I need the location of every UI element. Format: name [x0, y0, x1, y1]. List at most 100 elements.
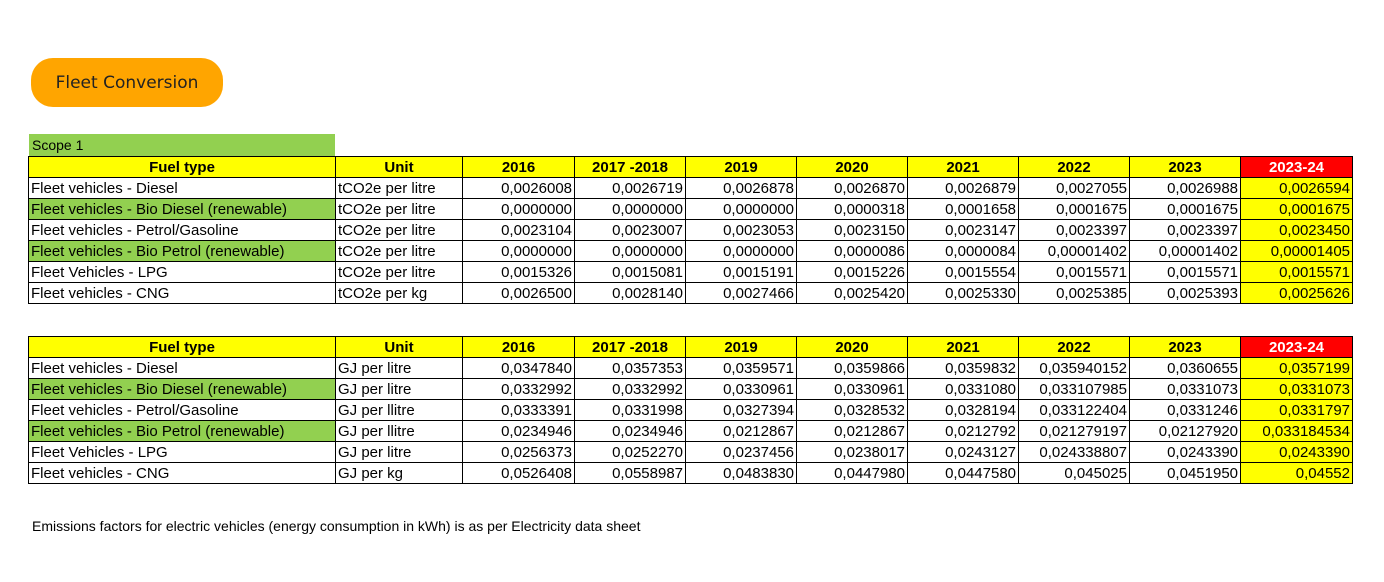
value-cell[interactable]: 0,0357199 — [1240, 357, 1353, 379]
value-cell[interactable]: 0,0000000 — [574, 240, 686, 262]
value-cell[interactable]: 0,0023104 — [462, 219, 575, 241]
value-cell[interactable]: 0,00001402 — [1018, 240, 1130, 262]
value-cell[interactable]: 0,0025385 — [1018, 282, 1130, 304]
value-cell[interactable]: 0,0026008 — [462, 177, 575, 199]
value-cell[interactable]: 0,0023147 — [907, 219, 1019, 241]
value-cell[interactable]: 0,0015571 — [1240, 261, 1353, 283]
value-cell[interactable]: 0,0000084 — [907, 240, 1019, 262]
value-cell[interactable]: 0,00001405 — [1240, 240, 1353, 262]
value-cell[interactable]: 0,0328194 — [907, 399, 1019, 421]
value-cell[interactable]: 0,0023150 — [796, 219, 908, 241]
value-cell[interactable]: 0,0001658 — [907, 198, 1019, 220]
value-cell[interactable]: 0,033107985 — [1018, 378, 1130, 400]
fuel-type-cell[interactable]: Fleet Vehicles - LPG — [28, 441, 336, 463]
value-cell[interactable]: 0,0526408 — [462, 462, 575, 484]
value-cell[interactable]: 0,045025 — [1018, 462, 1130, 484]
value-cell[interactable]: 0,024338807 — [1018, 441, 1130, 463]
unit-cell[interactable]: tCO2e per litre — [335, 177, 463, 199]
value-cell[interactable]: 0,0026879 — [907, 177, 1019, 199]
value-cell[interactable]: 0,0027466 — [685, 282, 797, 304]
value-cell[interactable]: 0,00001402 — [1129, 240, 1241, 262]
value-cell[interactable]: 0,0558987 — [574, 462, 686, 484]
value-cell[interactable]: 0,0238017 — [796, 441, 908, 463]
value-cell[interactable]: 0,0237456 — [685, 441, 797, 463]
value-cell[interactable]: 0,0023397 — [1129, 219, 1241, 241]
value-cell[interactable]: 0,0330961 — [685, 378, 797, 400]
unit-cell[interactable]: GJ per litre — [335, 357, 463, 379]
value-cell[interactable]: 0,0333391 — [462, 399, 575, 421]
value-cell[interactable]: 0,0331080 — [907, 378, 1019, 400]
unit-cell[interactable]: GJ per llitre — [335, 420, 463, 442]
value-cell[interactable]: 0,0023007 — [574, 219, 686, 241]
value-cell[interactable]: 0,0359832 — [907, 357, 1019, 379]
value-cell[interactable]: 0,0015191 — [685, 261, 797, 283]
value-cell[interactable]: 0,0212867 — [796, 420, 908, 442]
value-cell[interactable]: 0,0451950 — [1129, 462, 1241, 484]
value-cell[interactable]: 0,0023450 — [1240, 219, 1353, 241]
value-cell[interactable]: 0,0000318 — [796, 198, 908, 220]
value-cell[interactable]: 0,0331073 — [1129, 378, 1241, 400]
value-cell[interactable]: 0,0027055 — [1018, 177, 1130, 199]
value-cell[interactable]: 0,0483830 — [685, 462, 797, 484]
value-cell[interactable]: 0,0332992 — [462, 378, 575, 400]
value-cell[interactable]: 0,0015554 — [907, 261, 1019, 283]
value-cell[interactable]: 0,0025626 — [1240, 282, 1353, 304]
value-cell[interactable]: 0,0026878 — [685, 177, 797, 199]
value-cell[interactable]: 0,0327394 — [685, 399, 797, 421]
fuel-type-cell[interactable]: Fleet vehicles - Petrol/Gasoline — [28, 219, 336, 241]
value-cell[interactable]: 0,035940152 — [1018, 357, 1130, 379]
value-cell[interactable]: 0,033122404 — [1018, 399, 1130, 421]
value-cell[interactable]: 0,0243390 — [1129, 441, 1241, 463]
value-cell[interactable]: 0,0359571 — [685, 357, 797, 379]
value-cell[interactable]: 0,0025393 — [1129, 282, 1241, 304]
value-cell[interactable]: 0,0025330 — [907, 282, 1019, 304]
unit-cell[interactable]: tCO2e per litre — [335, 261, 463, 283]
value-cell[interactable]: 0,0000000 — [685, 198, 797, 220]
unit-cell[interactable]: GJ per litre — [335, 378, 463, 400]
value-cell[interactable]: 0,0015081 — [574, 261, 686, 283]
fleet-conversion-button[interactable]: Fleet Conversion — [31, 58, 223, 107]
value-cell[interactable]: 0,04552 — [1240, 462, 1353, 484]
value-cell[interactable]: 0,0000000 — [574, 198, 686, 220]
value-cell[interactable]: 0,0360655 — [1129, 357, 1241, 379]
unit-cell[interactable]: GJ per kg — [335, 462, 463, 484]
value-cell[interactable]: 0,0000000 — [685, 240, 797, 262]
value-cell[interactable]: 0,0357353 — [574, 357, 686, 379]
value-cell[interactable]: 0,0000086 — [796, 240, 908, 262]
fuel-type-cell[interactable]: Fleet vehicles - CNG — [28, 282, 336, 304]
value-cell[interactable]: 0,0332992 — [574, 378, 686, 400]
value-cell[interactable]: 0,0015226 — [796, 261, 908, 283]
value-cell[interactable]: 0,0026719 — [574, 177, 686, 199]
value-cell[interactable]: 0,0256373 — [462, 441, 575, 463]
value-cell[interactable]: 0,0331073 — [1240, 378, 1353, 400]
value-cell[interactable]: 0,0331998 — [574, 399, 686, 421]
value-cell[interactable]: 0,0000000 — [462, 198, 575, 220]
unit-cell[interactable]: GJ per litre — [335, 441, 463, 463]
value-cell[interactable]: 0,0330961 — [796, 378, 908, 400]
fuel-type-cell[interactable]: Fleet vehicles - Bio Petrol (renewable) — [28, 420, 336, 442]
value-cell[interactable]: 0,0001675 — [1018, 198, 1130, 220]
value-cell[interactable]: 0,0331246 — [1129, 399, 1241, 421]
value-cell[interactable]: 0,021279197 — [1018, 420, 1130, 442]
value-cell[interactable]: 0,0212867 — [685, 420, 797, 442]
unit-cell[interactable]: tCO2e per kg — [335, 282, 463, 304]
fuel-type-cell[interactable]: Fleet vehicles - Diesel — [28, 177, 336, 199]
fuel-type-cell[interactable]: Fleet vehicles - Bio Petrol (renewable) — [28, 240, 336, 262]
value-cell[interactable]: 0,0447580 — [907, 462, 1019, 484]
unit-cell[interactable]: tCO2e per litre — [335, 240, 463, 262]
value-cell[interactable]: 0,0026988 — [1129, 177, 1241, 199]
value-cell[interactable]: 0,0026594 — [1240, 177, 1353, 199]
fuel-type-cell[interactable]: Fleet vehicles - CNG — [28, 462, 336, 484]
value-cell[interactable]: 0,033184534 — [1240, 420, 1353, 442]
value-cell[interactable]: 0,0212792 — [907, 420, 1019, 442]
value-cell[interactable]: 0,0001675 — [1129, 198, 1241, 220]
value-cell[interactable]: 0,0252270 — [574, 441, 686, 463]
unit-cell[interactable]: GJ per llitre — [335, 399, 463, 421]
fuel-type-cell[interactable]: Fleet vehicles - Bio Diesel (renewable) — [28, 198, 336, 220]
value-cell[interactable]: 0,0001675 — [1240, 198, 1353, 220]
value-cell[interactable]: 0,0026870 — [796, 177, 908, 199]
value-cell[interactable]: 0,0015326 — [462, 261, 575, 283]
value-cell[interactable]: 0,0000000 — [462, 240, 575, 262]
value-cell[interactable]: 0,0023397 — [1018, 219, 1130, 241]
value-cell[interactable]: 0,0243127 — [907, 441, 1019, 463]
